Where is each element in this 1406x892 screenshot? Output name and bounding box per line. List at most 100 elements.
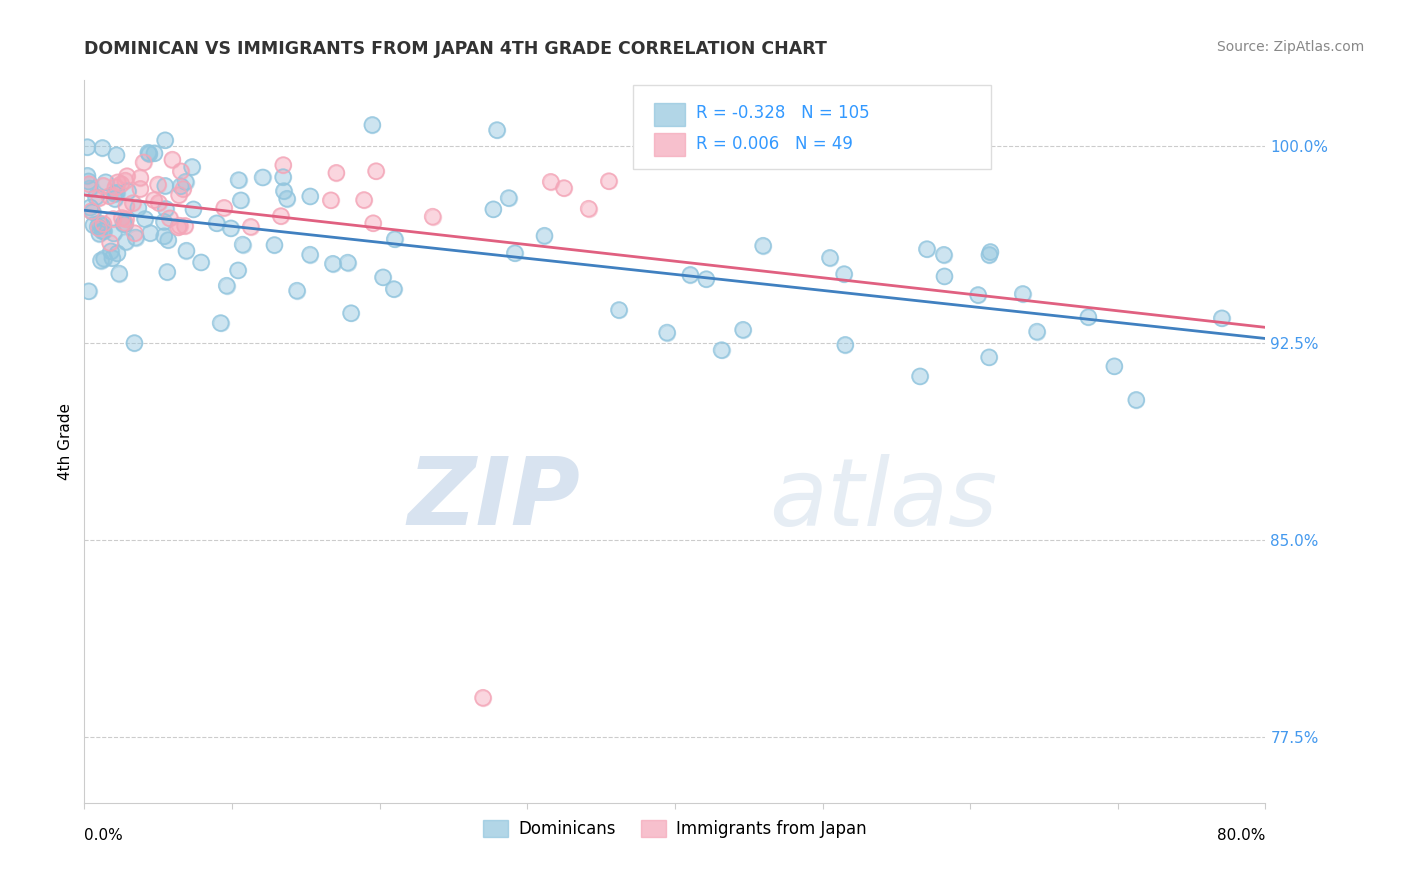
Point bbox=[578, 202, 600, 216]
Point bbox=[170, 164, 193, 178]
Point bbox=[209, 316, 232, 330]
Point bbox=[695, 272, 717, 286]
Point bbox=[77, 285, 100, 299]
Point bbox=[110, 177, 132, 191]
Point bbox=[89, 216, 111, 230]
Point bbox=[382, 282, 405, 296]
Point bbox=[503, 246, 526, 260]
Point bbox=[299, 247, 322, 261]
Point bbox=[107, 175, 129, 189]
Point bbox=[162, 153, 184, 167]
Point bbox=[91, 141, 114, 155]
Point bbox=[167, 188, 190, 202]
Point bbox=[79, 201, 101, 215]
Point bbox=[136, 145, 159, 160]
Point bbox=[167, 220, 190, 235]
Point bbox=[101, 251, 124, 265]
Point bbox=[108, 267, 131, 281]
Point bbox=[169, 179, 191, 194]
Point bbox=[132, 155, 155, 169]
Point bbox=[104, 180, 127, 194]
Point bbox=[174, 219, 197, 233]
Point bbox=[77, 177, 100, 191]
Point bbox=[932, 248, 955, 262]
Point bbox=[361, 118, 384, 132]
Point bbox=[134, 212, 156, 227]
Point bbox=[89, 216, 111, 230]
Point bbox=[533, 228, 555, 243]
Point bbox=[115, 199, 138, 213]
Point bbox=[322, 257, 344, 271]
Point bbox=[114, 173, 136, 187]
Point bbox=[91, 224, 114, 238]
Point bbox=[1104, 359, 1126, 374]
Point bbox=[155, 202, 177, 216]
Point bbox=[77, 174, 100, 188]
Point bbox=[482, 202, 505, 217]
Text: Source: ZipAtlas.com: Source: ZipAtlas.com bbox=[1216, 40, 1364, 54]
Point bbox=[87, 221, 110, 235]
Point bbox=[181, 160, 204, 174]
Point bbox=[134, 212, 156, 227]
Point bbox=[93, 252, 115, 266]
Point bbox=[1211, 311, 1233, 326]
Point bbox=[239, 219, 262, 234]
Point bbox=[271, 170, 294, 185]
Point bbox=[832, 267, 855, 281]
Point bbox=[679, 268, 702, 282]
Point bbox=[89, 191, 111, 205]
Point bbox=[112, 217, 135, 231]
Point bbox=[129, 182, 152, 196]
Point bbox=[1104, 359, 1126, 374]
Point bbox=[934, 269, 956, 284]
Point bbox=[143, 193, 166, 207]
Point bbox=[143, 146, 166, 161]
Point bbox=[364, 164, 387, 178]
Point bbox=[105, 148, 128, 162]
Point bbox=[104, 180, 127, 194]
Point bbox=[229, 194, 252, 208]
Point bbox=[226, 263, 249, 277]
Point bbox=[1011, 286, 1033, 301]
Point bbox=[89, 227, 111, 241]
Text: 80.0%: 80.0% bbox=[1218, 828, 1265, 843]
Point bbox=[598, 174, 620, 188]
Point bbox=[114, 216, 136, 230]
Point bbox=[98, 189, 121, 203]
Point bbox=[540, 175, 562, 189]
Point bbox=[336, 255, 359, 269]
Point bbox=[155, 178, 177, 193]
Point bbox=[752, 238, 775, 252]
Point bbox=[540, 175, 562, 189]
Point bbox=[153, 133, 176, 147]
Point bbox=[93, 217, 115, 231]
Point bbox=[503, 246, 526, 260]
Point bbox=[89, 227, 111, 241]
Point bbox=[731, 323, 754, 337]
Point bbox=[138, 146, 160, 161]
Point bbox=[80, 204, 103, 219]
Point bbox=[232, 237, 254, 252]
Point bbox=[485, 123, 508, 137]
Text: R = 0.006   N = 49: R = 0.006 N = 49 bbox=[696, 135, 853, 153]
Point bbox=[86, 219, 108, 234]
Point bbox=[1011, 286, 1033, 301]
Point bbox=[129, 170, 152, 185]
Point bbox=[834, 338, 856, 352]
Point bbox=[226, 263, 249, 277]
Point bbox=[159, 211, 181, 226]
Point bbox=[111, 211, 134, 225]
Point bbox=[1077, 310, 1099, 324]
Point bbox=[110, 177, 132, 191]
Point bbox=[319, 194, 342, 208]
Point bbox=[139, 226, 162, 240]
Point bbox=[115, 212, 138, 227]
Point bbox=[340, 306, 363, 320]
Point bbox=[485, 123, 508, 137]
Point bbox=[146, 178, 169, 192]
Point bbox=[170, 164, 193, 178]
Point bbox=[181, 160, 204, 174]
Point bbox=[105, 186, 128, 200]
Point bbox=[148, 195, 170, 210]
Text: 0.0%: 0.0% bbox=[84, 828, 124, 843]
